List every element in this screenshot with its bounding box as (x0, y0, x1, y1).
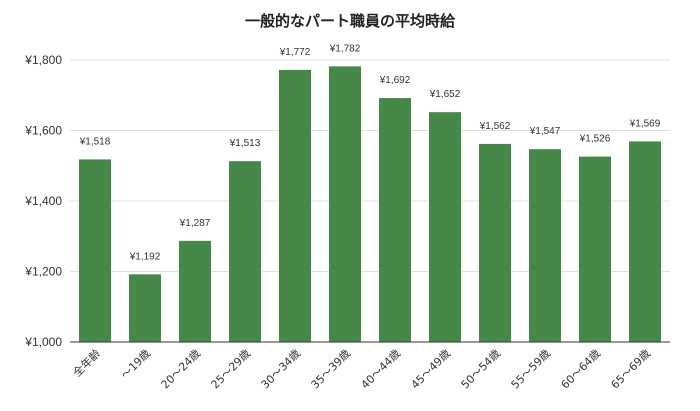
x-tick-label: 35～39歳 (309, 347, 354, 392)
y-tick-label: ¥1,600 (24, 124, 62, 138)
bar (529, 149, 561, 342)
data-label: ¥1,569 (629, 118, 661, 129)
x-tick-label: 45～49歳 (409, 347, 454, 392)
x-tick-label: 20～24歳 (159, 347, 204, 392)
data-labels: ¥1,518 ¥1,192 ¥1,287 ¥1,513 ¥1,772 ¥1,782 ¥1,6… (79, 43, 661, 262)
bars (79, 66, 661, 343)
bar (79, 159, 111, 342)
data-label: ¥1,526 (579, 134, 611, 145)
x-tick-label: 65～69歳 (609, 347, 654, 392)
data-label: ¥1,692 (379, 75, 411, 86)
data-label: ¥1,547 (529, 126, 561, 137)
bar (279, 69, 311, 343)
bar (329, 66, 361, 342)
bar (179, 240, 211, 342)
bar (379, 98, 411, 342)
gridlines (70, 59, 670, 272)
x-tick-label: 30～34歳 (259, 347, 304, 392)
data-label: ¥1,782 (329, 43, 361, 54)
x-tick-label: ～19歳 (118, 347, 153, 382)
bar (229, 161, 261, 342)
x-axis: 全年齢 ～19歳 20～24歳 25～29歳 30～34歳 35～39歳 40～44歳 45～… (70, 341, 670, 392)
data-label: ¥1,772 (279, 47, 311, 58)
x-tick-label: 55～59歳 (509, 347, 554, 392)
bar (629, 141, 661, 342)
x-tick-label: 50～54歳 (459, 347, 504, 392)
data-label: ¥1,518 (79, 136, 111, 147)
y-tick-label: ¥1,800 (24, 53, 62, 67)
data-label: ¥1,192 (129, 251, 161, 262)
x-tick-label: 40～44歳 (359, 347, 404, 392)
y-tick-label: ¥1,400 (24, 194, 62, 208)
x-tick-label: 60～64歳 (559, 347, 604, 392)
bar (129, 274, 161, 342)
data-label: ¥1,287 (179, 218, 211, 229)
data-label: ¥1,652 (429, 89, 461, 100)
y-axis: ¥1,000 ¥1,200 ¥1,400 ¥1,600 ¥1,800 (24, 53, 62, 349)
y-tick-label: ¥1,000 (24, 335, 62, 349)
data-label: ¥1,513 (229, 138, 261, 149)
y-tick-label: ¥1,200 (24, 265, 62, 279)
data-label: ¥1,562 (479, 121, 511, 132)
x-tick-label: 25～29歳 (209, 347, 254, 392)
bar (429, 112, 461, 342)
bar (479, 143, 511, 342)
bar (579, 156, 611, 342)
x-tick-label: 全年齢 (70, 346, 103, 379)
chart-title: 一般的なパート職員の平均時給 (244, 12, 455, 30)
